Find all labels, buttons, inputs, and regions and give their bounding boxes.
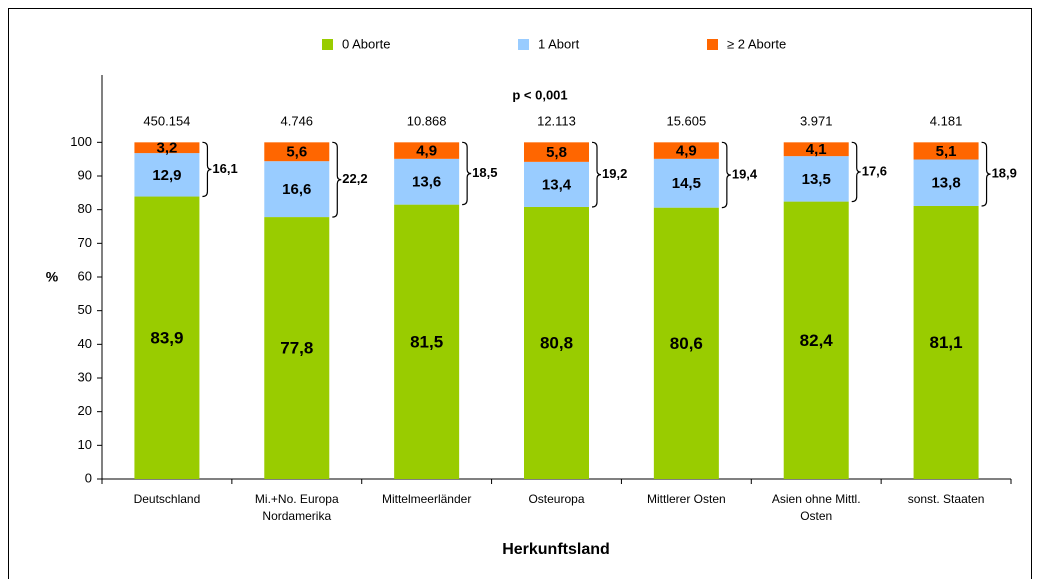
bracket-label: 22,2 (342, 171, 367, 186)
x-tick-label: Mittelmeerländer (382, 492, 471, 506)
y-tick-label: 50 (78, 302, 92, 317)
value-label: 83,9 (150, 328, 183, 347)
bar-segment (394, 204, 460, 479)
value-label: 13,5 (802, 171, 831, 188)
value-label: 14,5 (672, 175, 701, 192)
n-label: 10.868 (407, 113, 447, 128)
y-tick-label: 90 (78, 167, 92, 182)
value-label: 4,9 (676, 143, 697, 160)
value-label: 80,8 (540, 333, 573, 352)
value-label: 77,8 (280, 339, 313, 358)
n-label: 4.181 (930, 113, 963, 128)
y-axis-label: % (46, 269, 59, 285)
value-label: 16,6 (282, 181, 311, 198)
bracket (851, 141, 861, 203)
bar-segment (264, 161, 330, 218)
bar-segment (394, 142, 460, 159)
bar-segment (524, 206, 589, 479)
n-label: 15.605 (666, 113, 706, 128)
bracket-label: 17,6 (862, 163, 887, 178)
bar-segment (264, 217, 330, 479)
x-tick-label: Asien ohne Mittl. (772, 492, 861, 506)
bracket (591, 141, 602, 208)
x-tick-label: Mittlerer Osten (647, 492, 726, 506)
y-tick-label: 100 (70, 134, 92, 149)
bracket-label: 18,5 (472, 165, 497, 180)
y-tick-label: 20 (78, 403, 92, 418)
value-label: 13,4 (542, 176, 572, 193)
legend-swatch (707, 39, 718, 50)
y-tick-label: 60 (78, 268, 92, 283)
y-tick-label: 80 (78, 201, 92, 216)
value-label: 82,4 (800, 331, 834, 350)
value-label: 4,1 (806, 141, 827, 158)
y-tick-label: 70 (78, 235, 92, 250)
legend-label: ≥ 2 Aborte (727, 36, 786, 51)
x-axis-label: Herkunftsland (502, 541, 610, 558)
n-label: 450.154 (143, 113, 190, 128)
value-label: 5,6 (286, 144, 307, 161)
bar-segment (134, 142, 200, 154)
bar-segment (913, 142, 979, 160)
bar-segment (783, 142, 849, 157)
x-tick-label: Mi.+No. Europa (255, 492, 339, 506)
bar-segment (653, 207, 719, 479)
bar-segment (783, 156, 849, 202)
value-label: 13,6 (412, 174, 441, 191)
bracket (981, 141, 991, 207)
y-tick-label: 40 (78, 336, 92, 351)
value-label: 81,5 (410, 332, 443, 351)
bar-segment (394, 158, 460, 205)
y-tick-label: 0 (85, 470, 92, 485)
bracket-label: 16,1 (212, 161, 237, 176)
legend-swatch (322, 39, 333, 50)
x-tick-label: Deutschland (134, 492, 201, 506)
n-label: 4.746 (281, 113, 314, 128)
value-label: 4,9 (416, 143, 437, 160)
bar-segment (913, 205, 979, 480)
y-tick-label: 10 (78, 437, 92, 452)
bar-segment (653, 158, 719, 208)
legend-swatch (518, 39, 529, 50)
x-tick-label: Nordamerika (262, 509, 331, 523)
y-tick-label: 30 (78, 369, 92, 384)
value-label: 80,6 (670, 334, 703, 353)
bracket-label: 19,4 (732, 166, 758, 181)
bar-segment (783, 201, 849, 479)
bar-segment (524, 161, 589, 207)
n-label: 3.971 (800, 113, 833, 128)
x-tick-label: sonst. Staaten (908, 492, 985, 506)
bracket-label: 18,9 (992, 166, 1017, 181)
n-label: 12.113 (537, 113, 576, 128)
annotation: p < 0,001 (512, 87, 567, 102)
x-tick-label: Osten (800, 509, 832, 523)
bar-segment (524, 142, 589, 162)
value-label: 12,9 (152, 167, 181, 184)
x-tick-label: Osteuropa (528, 492, 584, 506)
legend-label: 0 Aborte (342, 36, 390, 51)
bracket-label: 19,2 (602, 166, 627, 181)
value-label: 13,8 (931, 175, 960, 192)
bracket (721, 141, 731, 209)
legend-label: 1 Abort (538, 36, 580, 51)
value-label: 3,2 (156, 140, 177, 157)
bar-segment (653, 142, 719, 159)
value-label: 81,1 (930, 333, 963, 352)
bar-segment (134, 153, 200, 197)
bar-segment (913, 159, 979, 206)
value-label: 5,8 (546, 144, 567, 161)
bar-segment (264, 142, 330, 162)
value-label: 5,1 (936, 143, 957, 160)
bar-segment (134, 196, 200, 479)
